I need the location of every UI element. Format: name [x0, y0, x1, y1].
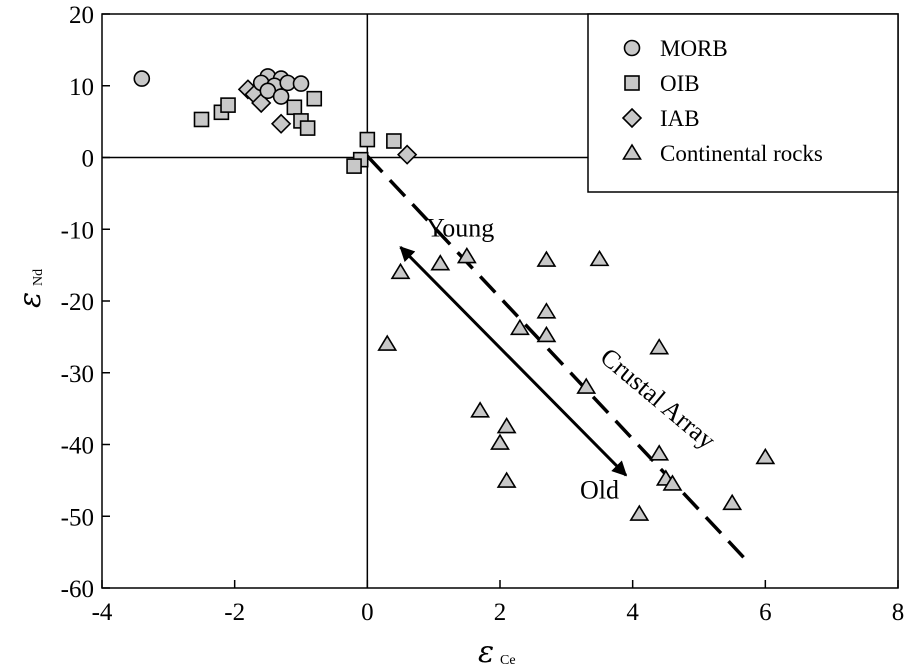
annotation-young: Young — [426, 213, 494, 242]
square-point — [220, 97, 236, 113]
x-axis-label-subscript: Ce — [500, 653, 516, 666]
crustal-array-dashed-line — [366, 154, 747, 561]
x-tick-label: -4 — [92, 599, 113, 626]
legend-diamond-icon — [621, 107, 643, 129]
y-tick-label: 0 — [82, 146, 95, 173]
y-tick-label: -10 — [61, 217, 94, 244]
x-axis-ticks: -4 -2 0 2 4 6 8 — [92, 580, 905, 626]
triangle-point — [536, 325, 557, 343]
y-tick-label: -50 — [61, 504, 94, 531]
x-tick-label: 2 — [494, 599, 507, 626]
triangle-point — [589, 249, 610, 267]
legend: MORB OIB IAB Continental rocks — [587, 13, 899, 193]
x-axis-label: ε — [478, 635, 494, 666]
annotation-crustal-array: Crustal Array — [595, 342, 722, 455]
triangle-point — [722, 493, 743, 511]
trend-lines — [366, 154, 747, 561]
triangle-point — [377, 334, 398, 351]
square-point — [346, 158, 362, 174]
y-tick-label: -30 — [61, 361, 94, 388]
x-tick-label: 6 — [759, 599, 772, 626]
triangle-point — [470, 401, 491, 418]
triangle-point — [536, 302, 557, 319]
data-points — [133, 68, 776, 521]
annotation-old: Old — [580, 475, 619, 504]
triangle-point — [456, 246, 477, 264]
triangle-point — [509, 318, 530, 336]
triangle-point — [536, 250, 557, 267]
x-tick-label: 4 — [626, 599, 639, 626]
circle-point — [133, 70, 151, 87]
triangle-point — [496, 471, 517, 488]
y-tick-label: 20 — [69, 2, 94, 29]
circle-point — [292, 75, 310, 92]
legend-circle-icon — [623, 39, 641, 57]
circle-point — [272, 88, 290, 105]
legend-square-icon — [624, 75, 640, 91]
diamond-point — [270, 113, 292, 134]
x-tick-label: 8 — [892, 599, 905, 626]
triangle-point — [629, 504, 650, 521]
triangle-point — [490, 433, 510, 450]
square-point — [306, 90, 323, 107]
y-tick-label: -40 — [61, 433, 94, 460]
legend-label: MORB — [660, 36, 728, 61]
x-tick-label: -2 — [224, 599, 245, 626]
legend-box — [587, 13, 899, 193]
y-tick-label: -60 — [61, 576, 94, 603]
square-point — [193, 111, 210, 128]
triangle-point — [649, 444, 670, 461]
triangle-point — [496, 417, 517, 434]
square-point — [359, 131, 376, 148]
y-tick-label: 10 — [69, 74, 94, 101]
legend-label: OIB — [660, 71, 700, 96]
triangle-point — [662, 474, 683, 491]
legend-label: Continental rocks — [660, 141, 823, 166]
triangle-point — [430, 254, 451, 271]
y-axis-ticks: 20 10 0 -10 -20 -30 -40 -50 -60 — [61, 2, 110, 603]
legend-triangle-icon — [622, 143, 642, 160]
square-point — [386, 133, 402, 149]
square-point — [286, 99, 303, 116]
y-axis-label-group: ε Nd — [13, 269, 48, 308]
y-tick-label: -20 — [61, 289, 94, 316]
square-point — [299, 120, 316, 136]
y-axis-label: ε — [13, 292, 48, 308]
y-axis-label-subscript: Nd — [31, 269, 46, 286]
triangle-point — [390, 262, 411, 280]
legend-label: IAB — [660, 106, 700, 131]
x-tick-label: 0 — [361, 599, 374, 626]
triangle-point — [649, 338, 670, 355]
diamond-point — [397, 144, 418, 165]
young-old-double-arrow — [399, 246, 628, 477]
triangle-point — [576, 377, 597, 394]
triangle-point — [755, 447, 776, 465]
